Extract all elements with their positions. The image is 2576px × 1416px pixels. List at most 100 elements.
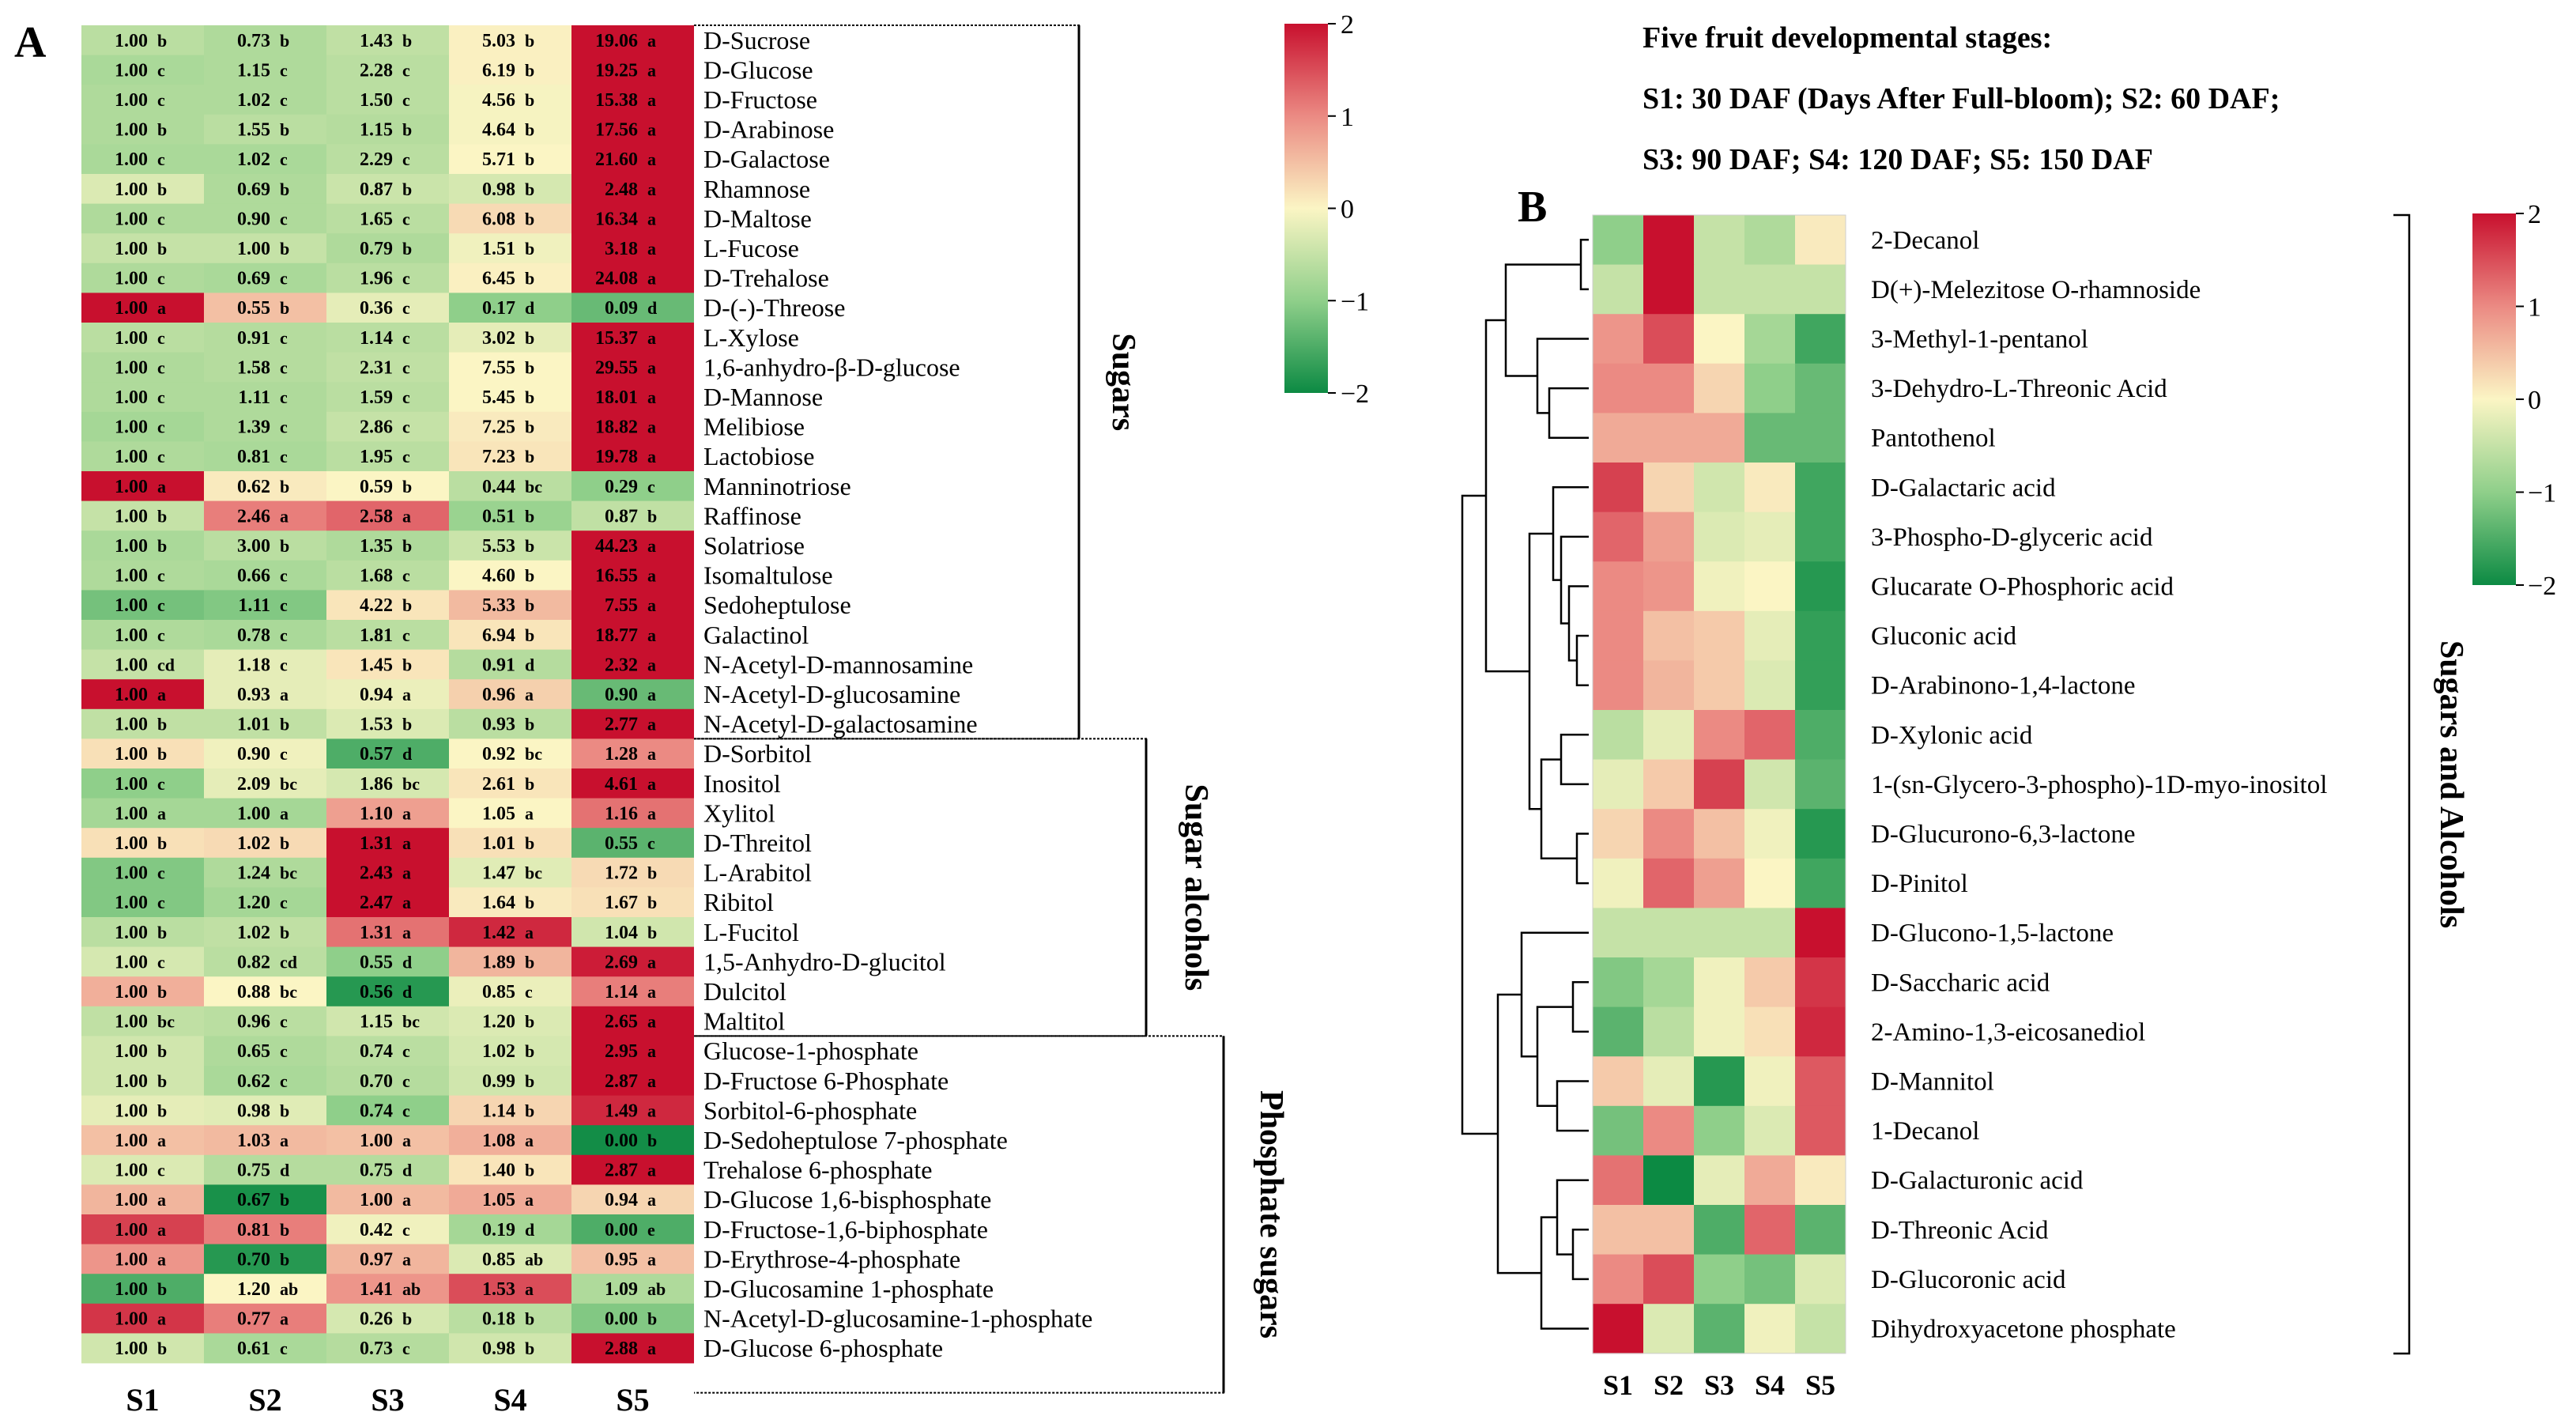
cell-value: 1.05 — [482, 1190, 515, 1210]
cell-value: 1.00 — [115, 1220, 148, 1240]
heatmap-cell — [571, 976, 694, 1007]
cell-significance-letter: a — [647, 179, 656, 199]
heatmap-cell — [326, 203, 449, 234]
cell-value: 1.00 — [237, 239, 270, 259]
cell-significance-letter: cd — [280, 952, 297, 972]
heatmap-cell — [81, 798, 204, 829]
cell-significance-letter: c — [402, 90, 410, 110]
heatmap-cell — [571, 708, 694, 739]
cell-value: 2.28 — [360, 60, 393, 81]
cell-significance-letter: c — [402, 566, 410, 586]
cell-value: 1.00 — [115, 952, 148, 972]
heatmap-cell — [571, 738, 694, 769]
cell-value: 1.31 — [360, 923, 393, 943]
heatmap-cell — [204, 323, 326, 353]
cell-significance-letter: c — [157, 387, 165, 407]
cell-significance-letter: bc — [525, 863, 542, 883]
cell-significance-letter: b — [402, 477, 412, 497]
dendrogram-branch — [1571, 1229, 1589, 1281]
cell-value: 1.00 — [115, 417, 148, 438]
heatmap-cell — [204, 798, 326, 829]
cell-value: 2.43 — [360, 863, 393, 884]
cell-significance-letter: c — [157, 595, 165, 615]
heatmap-cell — [1593, 215, 1644, 265]
heatmap-cell — [571, 500, 694, 531]
cell-significance-letter: a — [647, 1190, 656, 1210]
heatmap-cell — [204, 1066, 326, 1096]
cell-value: 0.81 — [237, 447, 270, 467]
heatmap-cell — [1643, 908, 1695, 958]
heatmap-cell — [571, 1066, 694, 1096]
heatmap-cell — [81, 1274, 204, 1305]
cell-value: 0.90 — [237, 209, 270, 229]
cell-value: 0.92 — [482, 744, 515, 765]
heatmap-cell — [204, 85, 326, 115]
cell-significance-letter: a — [647, 1339, 656, 1358]
cell-significance-letter: a — [157, 803, 166, 823]
panel-a: A 1.00 b 0.73 b 1.43 b 5.03 b 19.06 a 1.00 c 1.15 c 2.… — [14, 10, 1369, 1416]
cell-value: 1.00 — [115, 803, 148, 824]
cell-value: 1.02 — [237, 923, 270, 943]
heatmap-cell — [571, 441, 694, 472]
cell-significance-letter: c — [157, 149, 165, 169]
heatmap-cell — [1694, 1056, 1745, 1107]
row-label-d-galacturonic-acid: D-Galacturonic acid — [1871, 1167, 2084, 1195]
group-label-sugars: Sugars — [1105, 333, 1141, 431]
heatmap-cell — [571, 1333, 694, 1364]
heatmap-cell — [81, 887, 204, 918]
heatmap-cell — [1795, 463, 1846, 512]
cell-significance-letter: b — [402, 595, 412, 615]
heatmap-cell — [1643, 264, 1695, 315]
heatmap-cell — [449, 25, 571, 55]
row-label-3-methyl-1-pentanol: 3-Methyl-1-pentanol — [1871, 326, 2088, 354]
cell-value: 1.14 — [360, 328, 393, 349]
heatmap-cell — [204, 1333, 326, 1364]
heatmap-cell — [1694, 264, 1745, 315]
row-label-d-threose: D-(-)-Threose — [703, 293, 845, 322]
panel-b-group-label: Sugars and Alcohols — [2433, 640, 2469, 928]
cell-value: 1.00 — [115, 1339, 148, 1359]
heatmap-cell — [449, 620, 571, 650]
cell-significance-letter: a — [647, 31, 656, 51]
heatmap-cell — [571, 25, 694, 55]
row-label-n-acetyl-d-galactosamine: N-Acetyl-D-galactosamine — [703, 710, 978, 738]
cell-value: 0.69 — [237, 269, 270, 289]
colorbar-tick-label: −1 — [1341, 287, 1369, 316]
panel-b-dendrogram — [1461, 239, 1589, 1330]
cell-significance-letter: b — [647, 1131, 657, 1150]
cell-value: 1.16 — [605, 803, 638, 824]
heatmap-cell — [449, 382, 571, 413]
heatmap-cell — [204, 233, 326, 264]
heatmap-cell — [1593, 1056, 1644, 1107]
cell-significance-letter: b — [525, 715, 534, 734]
row-label-d-threonic-acid: D-Threonic Acid — [1871, 1216, 2049, 1244]
cell-significance-letter: b — [525, 209, 534, 228]
dendrogram-branch — [1548, 387, 1589, 439]
dendrogram-branch — [1484, 319, 1529, 673]
cell-significance-letter: b — [280, 1101, 289, 1120]
cell-significance-letter: a — [280, 506, 289, 526]
heatmap-cell — [449, 531, 571, 561]
cell-value: 0.96 — [482, 685, 515, 705]
row-label-glucose-1-phosphate: Glucose-1-phosphate — [703, 1037, 918, 1065]
cell-value: 1.00 — [115, 60, 148, 81]
cell-significance-letter: b — [402, 655, 412, 674]
cell-value: 0.91 — [482, 655, 515, 675]
cell-significance-letter: a — [157, 685, 166, 704]
cell-value: 0.67 — [237, 1190, 270, 1210]
cell-significance-letter: c — [280, 269, 288, 289]
heatmap-cell — [449, 1184, 571, 1215]
cell-significance-letter: bc — [402, 1012, 420, 1032]
cell-value: 0.75 — [360, 1161, 393, 1181]
heatmap-cell — [81, 1303, 204, 1334]
row-label-d-erythrose-4-phosphate: D-Erythrose-4-phosphate — [703, 1244, 960, 1273]
row-label-d-glucose: D-Glucose — [703, 55, 813, 84]
heatmap-cell — [1593, 1304, 1644, 1354]
heatmap-cell — [571, 887, 694, 918]
heatmap-cell — [204, 857, 326, 888]
heatmap-cell — [1694, 710, 1745, 760]
cell-significance-letter: a — [647, 357, 656, 377]
heatmap-cell — [449, 352, 571, 383]
colorbar-tick-label: 1 — [1341, 103, 1354, 132]
cell-value: 17.56 — [595, 120, 638, 141]
